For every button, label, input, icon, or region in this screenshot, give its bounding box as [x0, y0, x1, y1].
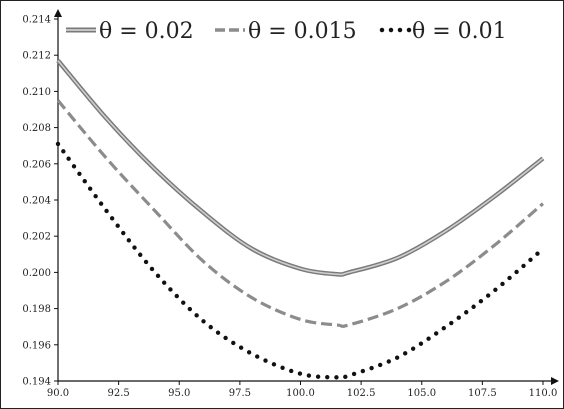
y-tick-label: 0.200 — [22, 268, 51, 279]
x-tick-label: 92.5 — [107, 388, 129, 399]
y-tick-label: 0.210 — [22, 87, 51, 98]
x-tick-label: 110.0 — [529, 388, 558, 399]
legend-label: θ = 0.01 — [412, 19, 507, 44]
x-tick-label: 97.5 — [229, 388, 251, 399]
y-tick-label: 0.212 — [22, 51, 51, 62]
series-group — [55, 59, 546, 381]
legend-label: θ = 0.015 — [248, 19, 357, 44]
legend: θ = 0.02 θ = 0.015 θ = 0.01 — [66, 19, 507, 44]
y-tick-label: 0.202 — [22, 232, 51, 243]
x-ticks: 90.0 92.5 95.0 97.5 100.0 102.5 105.0 107.5 110.… — [47, 381, 557, 399]
x-tick-label: 107.5 — [468, 388, 497, 399]
x-tick-label: 95.0 — [168, 388, 190, 399]
y-tick-label: 0.198 — [22, 304, 51, 315]
series-line-theta-001 — [55, 141, 546, 381]
x-tick-label: 105.0 — [407, 388, 436, 399]
axes — [54, 9, 559, 385]
y-axis-arrow — [54, 9, 62, 17]
series-line-theta-002 — [57, 60, 544, 276]
series-line-theta-0015 — [56, 99, 545, 328]
x-tick-label: 100.0 — [286, 388, 315, 399]
legend-label: θ = 0.02 — [99, 19, 194, 44]
y-tick-label: 0.206 — [22, 159, 51, 170]
y-tick-label: 0.204 — [22, 196, 51, 207]
x-tick-label: 102.5 — [347, 388, 376, 399]
x-tick-label: 90.0 — [47, 388, 69, 399]
y-tick-label: 0.208 — [22, 123, 51, 134]
x-axis-arrow — [551, 377, 559, 385]
y-tick-label: 0.214 — [22, 15, 51, 26]
y-tick-label: 0.194 — [22, 377, 51, 388]
y-ticks: 0.194 0.196 0.198 0.200 0.202 0.204 0.206 0.208… — [22, 15, 58, 388]
series-line-theta-002-outline — [56, 59, 545, 277]
y-tick-label: 0.196 — [22, 340, 51, 351]
